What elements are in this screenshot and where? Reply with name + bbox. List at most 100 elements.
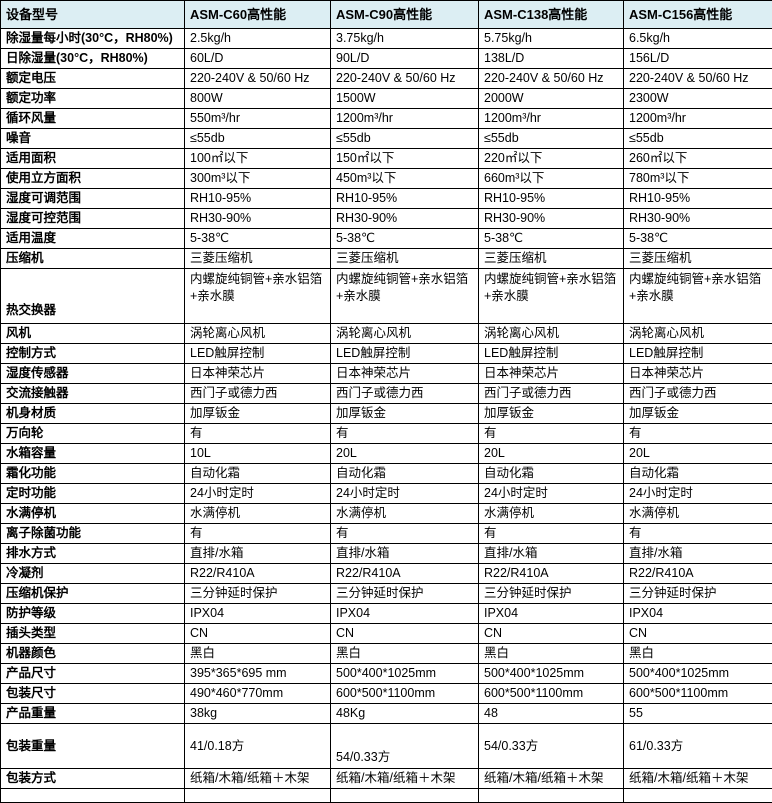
cell-c138: 有 bbox=[479, 524, 624, 544]
row-label: 包装重量 bbox=[1, 724, 185, 769]
cell-c90: 1200m³/hr bbox=[331, 109, 479, 129]
cell-c138: ≤55db bbox=[479, 129, 624, 149]
cell-c156: 1200m³/hr bbox=[624, 109, 772, 129]
cell-c138: 220-240V & 50/60 Hz bbox=[479, 69, 624, 89]
row-label: 包装方式 bbox=[1, 769, 185, 789]
cell-c60: 纸箱/木箱/纸箱＋木架 bbox=[185, 769, 331, 789]
cell-c138: 黑白 bbox=[479, 644, 624, 664]
cell-c90: 内螺旋纯铜管+亲水铝箔+亲水膜 bbox=[331, 269, 479, 324]
cell-c90: 24小时定时 bbox=[331, 484, 479, 504]
cell-c138: R22/R410A bbox=[479, 564, 624, 584]
cell-c138 bbox=[479, 789, 624, 803]
cell-c60: 自动化霜 bbox=[185, 464, 331, 484]
cell-c60: 10L bbox=[185, 444, 331, 464]
row-label: 冷凝剂 bbox=[1, 564, 185, 584]
cell-c156: 内螺旋纯铜管+亲水铝箔+亲水膜 bbox=[624, 269, 772, 324]
table-row: 噪音≤55db≤55db≤55db≤55db bbox=[1, 129, 772, 149]
cell-c60: ≤55db bbox=[185, 129, 331, 149]
cell-c138: 600*500*1100mm bbox=[479, 684, 624, 704]
row-label: 噪音 bbox=[1, 129, 185, 149]
table-row: 包装方式纸箱/木箱/纸箱＋木架纸箱/木箱/纸箱＋木架纸箱/木箱/纸箱＋木架纸箱/… bbox=[1, 769, 772, 789]
cell-c60: 395*365*695 mm bbox=[185, 664, 331, 684]
row-label: 交流接触器 bbox=[1, 384, 185, 404]
cell-c60: RH30-90% bbox=[185, 209, 331, 229]
cell-c156: CN bbox=[624, 624, 772, 644]
cell-c90: 三菱压缩机 bbox=[331, 249, 479, 269]
cell-c90: ≤55db bbox=[331, 129, 479, 149]
cell-c60: LED触屏控制 bbox=[185, 344, 331, 364]
cell-c138: 5-38℃ bbox=[479, 229, 624, 249]
header-cell-label: 设备型号 bbox=[1, 1, 185, 29]
cell-c90: 加厚钣金 bbox=[331, 404, 479, 424]
table-row: 湿度传感器日本神荣芯片日本神荣芯片日本神荣芯片日本神荣芯片 bbox=[1, 364, 772, 384]
cell-c60: IPX04 bbox=[185, 604, 331, 624]
row-label: 湿度可调范围 bbox=[1, 189, 185, 209]
cell-c138: 直排/水箱 bbox=[479, 544, 624, 564]
cell-c90: LED触屏控制 bbox=[331, 344, 479, 364]
cell-c156: 西门子或德力西 bbox=[624, 384, 772, 404]
cell-c60: 490*460*770mm bbox=[185, 684, 331, 704]
cell-c60: 41/0.18方 bbox=[185, 724, 331, 769]
cell-c60: 黑白 bbox=[185, 644, 331, 664]
row-label: 循环风量 bbox=[1, 109, 185, 129]
cell-c90: 600*500*1100mm bbox=[331, 684, 479, 704]
cell-c90: 1500W bbox=[331, 89, 479, 109]
row-label: 包装尺寸 bbox=[1, 684, 185, 704]
row-label: 机身材质 bbox=[1, 404, 185, 424]
cell-c60: 西门子或德力西 bbox=[185, 384, 331, 404]
cell-c156: R22/R410A bbox=[624, 564, 772, 584]
cell-c60: 三分钟延时保护 bbox=[185, 584, 331, 604]
row-label: 适用面积 bbox=[1, 149, 185, 169]
table-row: 压缩机保护三分钟延时保护三分钟延时保护三分钟延时保护三分钟延时保护 bbox=[1, 584, 772, 604]
cell-c60: 有 bbox=[185, 524, 331, 544]
cell-c156: 水满停机 bbox=[624, 504, 772, 524]
table-row: 机身材质加厚钣金加厚钣金加厚钣金加厚钣金 bbox=[1, 404, 772, 424]
table-row: 热交换器内螺旋纯铜管+亲水铝箔+亲水膜内螺旋纯铜管+亲水铝箔+亲水膜内螺旋纯铜管… bbox=[1, 269, 772, 324]
cell-c138: 西门子或德力西 bbox=[479, 384, 624, 404]
cell-c90: 有 bbox=[331, 424, 479, 444]
row-label: 额定功率 bbox=[1, 89, 185, 109]
cell-c138: 水满停机 bbox=[479, 504, 624, 524]
cell-c60: 水满停机 bbox=[185, 504, 331, 524]
cell-c138: 48 bbox=[479, 704, 624, 724]
cell-c90: R22/R410A bbox=[331, 564, 479, 584]
header-cell-c90: ASM-C90高性能 bbox=[331, 1, 479, 29]
row-label: 湿度可控范围 bbox=[1, 209, 185, 229]
cell-c90: 西门子或德力西 bbox=[331, 384, 479, 404]
row-label: 万向轮 bbox=[1, 424, 185, 444]
row-label: 控制方式 bbox=[1, 344, 185, 364]
cell-c138: 500*400*1025mm bbox=[479, 664, 624, 684]
cell-c90: 自动化霜 bbox=[331, 464, 479, 484]
cell-c90: 220-240V & 50/60 Hz bbox=[331, 69, 479, 89]
row-label: 防护等级 bbox=[1, 604, 185, 624]
table-row: 霜化功能自动化霜自动化霜自动化霜自动化霜 bbox=[1, 464, 772, 484]
cell-c156: 有 bbox=[624, 424, 772, 444]
cell-c156: ≤55db bbox=[624, 129, 772, 149]
cell-c90: IPX04 bbox=[331, 604, 479, 624]
cell-c60: 24小时定时 bbox=[185, 484, 331, 504]
cell-c138: IPX04 bbox=[479, 604, 624, 624]
cell-c138: RH30-90% bbox=[479, 209, 624, 229]
cell-c138: 20L bbox=[479, 444, 624, 464]
cell-c90: 水满停机 bbox=[331, 504, 479, 524]
cell-c90: 黑白 bbox=[331, 644, 479, 664]
row-label: 水箱容量 bbox=[1, 444, 185, 464]
cell-c90: CN bbox=[331, 624, 479, 644]
row-label: 压缩机保护 bbox=[1, 584, 185, 604]
cell-c138: 有 bbox=[479, 424, 624, 444]
cell-c156: 260㎡以下 bbox=[624, 149, 772, 169]
table-row: 万向轮有有有有 bbox=[1, 424, 772, 444]
table-row: 交流接触器西门子或德力西西门子或德力西西门子或德力西西门子或德力西 bbox=[1, 384, 772, 404]
